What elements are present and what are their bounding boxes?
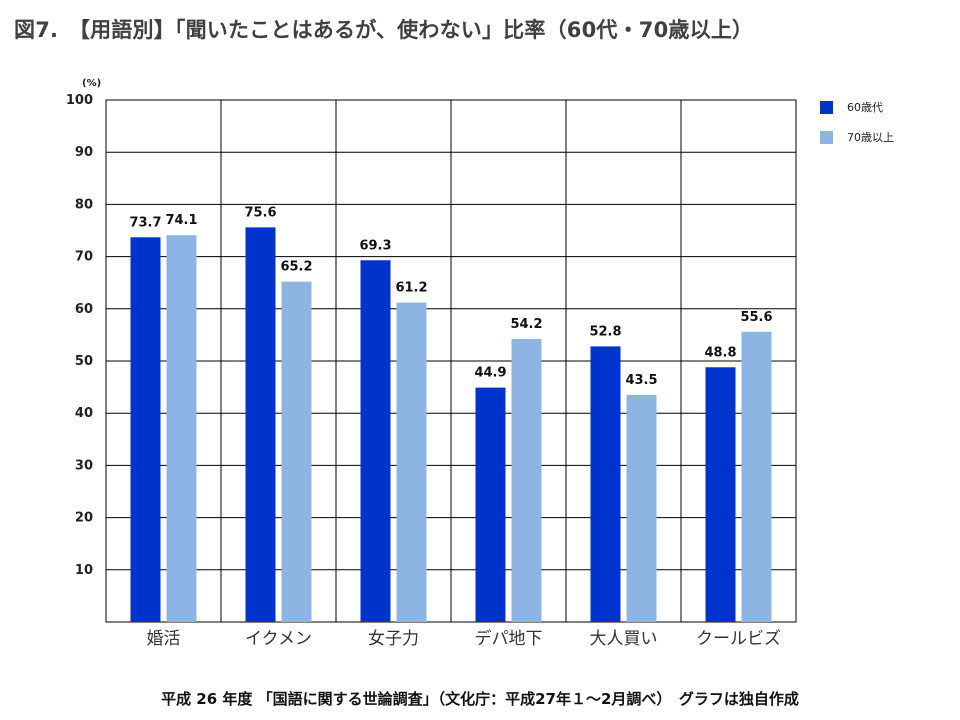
data-label: 73.7 xyxy=(129,215,161,230)
legend-label-70: 70歳以上 xyxy=(847,131,894,144)
bar xyxy=(511,339,542,622)
y-axis-unit-label: (%) xyxy=(82,78,102,89)
bar xyxy=(360,260,391,622)
data-label: 75.6 xyxy=(244,205,276,220)
data-label: 54.2 xyxy=(510,317,542,332)
y-tick-label: 10 xyxy=(75,563,93,578)
y-tick-label: 30 xyxy=(75,458,93,473)
x-tick-label: 婚活 xyxy=(147,629,181,649)
legend-item-60: 60歳代 xyxy=(820,96,894,118)
bar xyxy=(166,235,197,622)
bar xyxy=(590,346,621,622)
source-footnote: 平成 26 年度 「国語に関する世論調査」（文化庁：平成27年１～2月調べ） グ… xyxy=(161,690,799,708)
data-label: 43.5 xyxy=(625,373,657,388)
x-tick-label: イクメン xyxy=(245,629,312,649)
legend: 60歳代 70歳以上 xyxy=(820,96,894,156)
data-label: 55.6 xyxy=(740,310,772,325)
data-label: 65.2 xyxy=(280,260,312,275)
data-label: 61.2 xyxy=(395,281,427,296)
bar xyxy=(396,302,427,622)
y-tick-label: 90 xyxy=(75,145,93,160)
legend-label-60: 60歳代 xyxy=(847,101,883,114)
bar xyxy=(281,281,312,622)
bar xyxy=(626,394,657,622)
x-tick-label: 大人買い xyxy=(590,629,658,649)
data-label: 69.3 xyxy=(359,238,391,253)
y-tick-label: 60 xyxy=(75,302,93,317)
data-label: 52.8 xyxy=(589,324,621,339)
chart-title: 図7. 【用語別】「聞いたことはあるが、使わない」比率（60代・70歳以上） xyxy=(14,18,754,42)
bar xyxy=(245,227,276,623)
bar xyxy=(705,367,736,622)
bar xyxy=(741,331,772,622)
y-tick-label: 80 xyxy=(75,197,93,212)
data-label: 48.8 xyxy=(704,345,736,360)
x-tick-label: クールビズ xyxy=(696,629,781,649)
x-tick-label: デパ地下 xyxy=(475,628,543,649)
x-tick-label: 女子力 xyxy=(368,629,419,649)
legend-swatch-70 xyxy=(820,130,833,144)
y-tick-label: 50 xyxy=(75,354,93,369)
y-tick-label: 100 xyxy=(66,93,93,108)
data-label: 44.9 xyxy=(474,366,506,381)
legend-swatch-60 xyxy=(820,100,833,114)
y-tick-label: 40 xyxy=(75,406,93,421)
plot-frame xyxy=(105,99,797,623)
legend-item-70: 70歳以上 xyxy=(820,126,894,148)
bar xyxy=(130,237,161,622)
y-tick-label: 70 xyxy=(75,250,93,265)
y-tick-label: 20 xyxy=(75,511,93,526)
bar xyxy=(475,387,506,622)
data-label: 74.1 xyxy=(165,213,197,228)
